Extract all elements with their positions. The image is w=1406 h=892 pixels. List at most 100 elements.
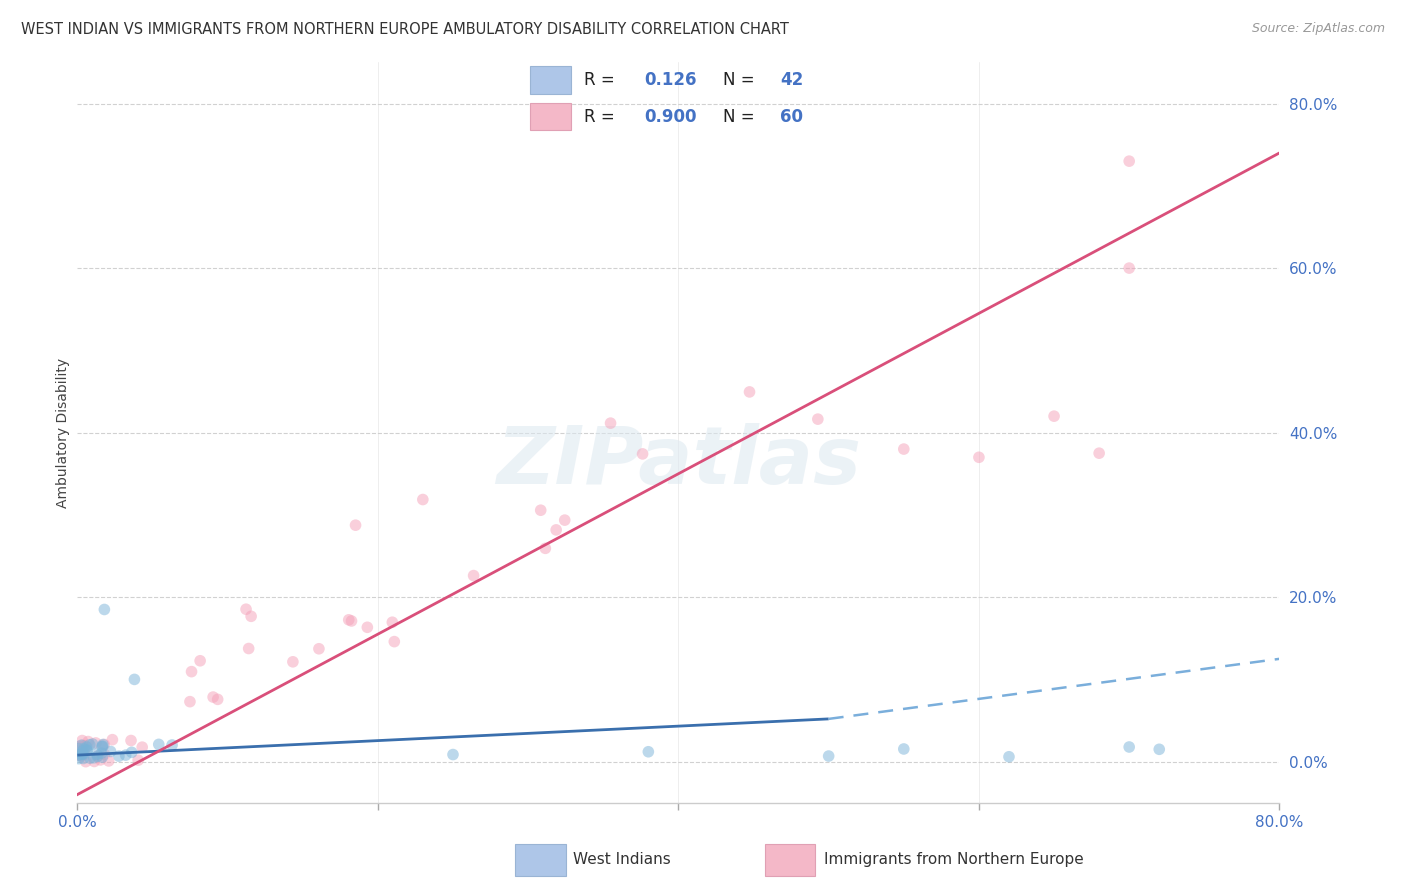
Point bbox=[83, 751, 105, 765]
FancyBboxPatch shape bbox=[765, 844, 815, 876]
Point bbox=[534, 541, 557, 556]
Point bbox=[70, 733, 93, 747]
Text: 60: 60 bbox=[780, 108, 803, 126]
Point bbox=[441, 747, 464, 762]
Point bbox=[207, 692, 229, 706]
Point bbox=[308, 641, 330, 656]
Text: West Indians: West Indians bbox=[572, 853, 671, 867]
Point bbox=[998, 749, 1021, 764]
Point bbox=[1118, 261, 1140, 276]
Point bbox=[91, 739, 114, 754]
Point bbox=[337, 613, 360, 627]
Point bbox=[70, 738, 93, 752]
Point bbox=[1118, 739, 1140, 754]
Point bbox=[93, 602, 115, 616]
Point bbox=[344, 518, 367, 533]
Point bbox=[893, 742, 915, 756]
Point bbox=[72, 744, 94, 758]
Point bbox=[67, 748, 90, 763]
Point bbox=[340, 614, 363, 628]
Point bbox=[1118, 154, 1140, 169]
Point bbox=[72, 738, 94, 752]
Text: WEST INDIAN VS IMMIGRANTS FROM NORTHERN EUROPE AMBULATORY DISABILITY CORRELATION: WEST INDIAN VS IMMIGRANTS FROM NORTHERN … bbox=[21, 22, 789, 37]
Point bbox=[86, 747, 108, 761]
FancyBboxPatch shape bbox=[515, 844, 565, 876]
Point bbox=[72, 747, 94, 762]
Point bbox=[281, 655, 304, 669]
Point bbox=[100, 744, 122, 758]
Point bbox=[76, 744, 98, 758]
Point bbox=[180, 665, 202, 679]
Text: N =: N = bbox=[723, 70, 755, 89]
Point bbox=[76, 743, 98, 757]
Point bbox=[382, 634, 405, 648]
Point bbox=[235, 602, 257, 616]
Point bbox=[807, 412, 830, 426]
Point bbox=[89, 753, 111, 767]
Point bbox=[83, 755, 105, 769]
Point bbox=[967, 450, 990, 465]
Point bbox=[73, 747, 96, 762]
Point bbox=[67, 743, 90, 757]
Point bbox=[240, 609, 263, 624]
Point bbox=[73, 743, 96, 757]
Point bbox=[67, 739, 90, 754]
Point bbox=[148, 737, 170, 751]
Point bbox=[179, 695, 201, 709]
Y-axis label: Ambulatory Disability: Ambulatory Disability bbox=[56, 358, 70, 508]
Point bbox=[121, 745, 143, 759]
Point bbox=[101, 732, 124, 747]
Point bbox=[238, 641, 260, 656]
Point bbox=[554, 513, 576, 527]
Text: ZIPatlas: ZIPatlas bbox=[496, 423, 860, 501]
Point bbox=[75, 739, 97, 753]
Point bbox=[75, 755, 97, 769]
Point bbox=[124, 673, 146, 687]
Point bbox=[67, 741, 90, 756]
Text: 42: 42 bbox=[780, 70, 803, 89]
Point bbox=[76, 740, 98, 755]
Point bbox=[79, 738, 101, 752]
Point bbox=[67, 747, 90, 762]
Text: Immigrants from Northern Europe: Immigrants from Northern Europe bbox=[824, 853, 1084, 867]
Point bbox=[86, 749, 108, 764]
Point bbox=[1043, 409, 1066, 424]
Point bbox=[631, 447, 654, 461]
Point bbox=[93, 747, 115, 762]
Point bbox=[79, 751, 101, 765]
Point bbox=[87, 749, 110, 764]
Point bbox=[817, 749, 839, 764]
Point bbox=[91, 738, 114, 752]
Point bbox=[70, 749, 93, 764]
Point bbox=[73, 742, 96, 756]
Point bbox=[67, 752, 90, 766]
FancyBboxPatch shape bbox=[530, 66, 571, 94]
Point bbox=[127, 753, 149, 767]
Point bbox=[84, 736, 107, 750]
Point bbox=[120, 733, 142, 747]
Point bbox=[412, 492, 434, 507]
Point bbox=[356, 620, 378, 634]
Point bbox=[97, 754, 120, 768]
Point bbox=[546, 523, 568, 537]
Text: 0.126: 0.126 bbox=[644, 70, 696, 89]
Point bbox=[1149, 742, 1171, 756]
Point bbox=[131, 740, 153, 755]
Text: R =: R = bbox=[583, 108, 614, 126]
Point bbox=[114, 748, 136, 763]
Text: N =: N = bbox=[723, 108, 755, 126]
Point bbox=[637, 745, 659, 759]
Point bbox=[108, 749, 131, 764]
Point bbox=[72, 747, 94, 761]
Text: 0.900: 0.900 bbox=[644, 108, 696, 126]
Point bbox=[893, 442, 915, 456]
Point bbox=[1088, 446, 1111, 460]
Point bbox=[91, 739, 114, 754]
Point bbox=[77, 734, 100, 748]
Point bbox=[93, 738, 115, 752]
Point bbox=[381, 615, 404, 630]
Point bbox=[188, 654, 211, 668]
Point bbox=[72, 751, 94, 765]
Point bbox=[70, 747, 93, 762]
Point bbox=[530, 503, 553, 517]
